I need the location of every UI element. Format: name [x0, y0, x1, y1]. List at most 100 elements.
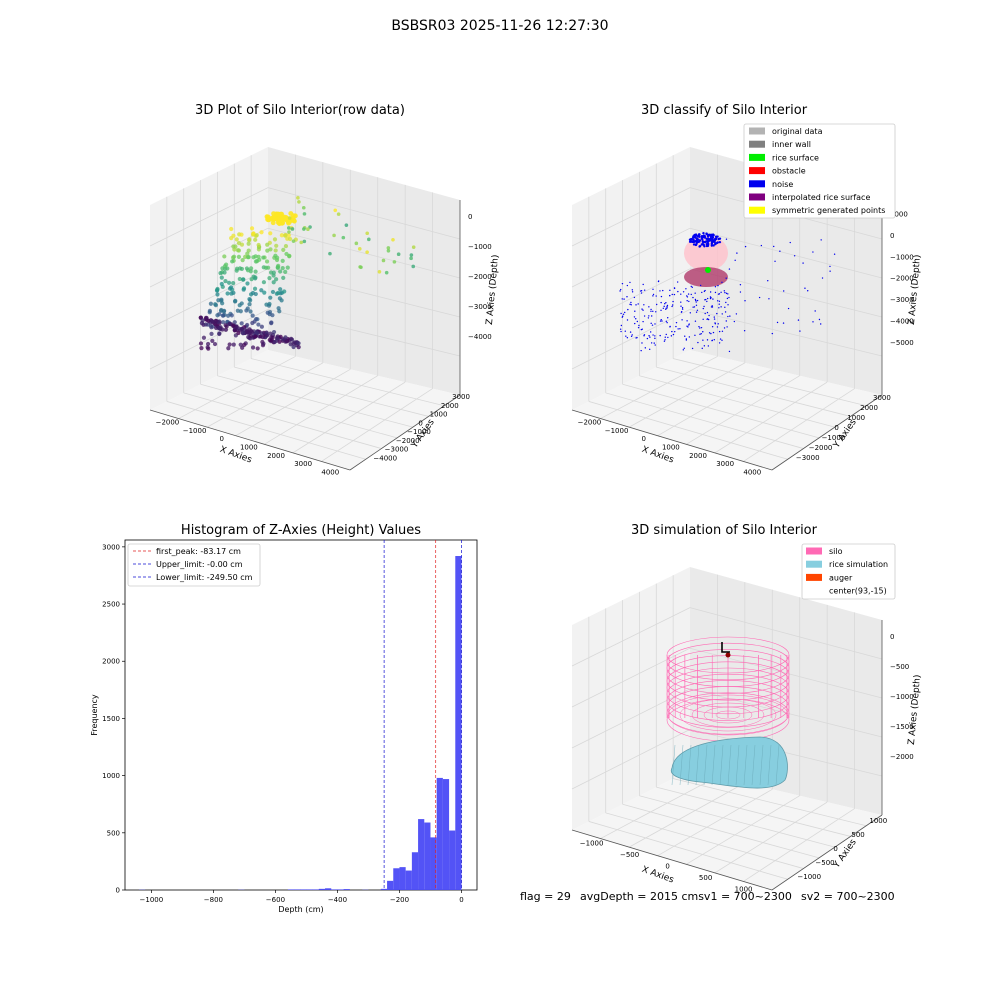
noise-point: [631, 289, 634, 291]
rice-mesh: [695, 744, 700, 786]
data-point: [354, 241, 359, 246]
panel4-legend: silo rice simulation auger center(93,-15): [801, 543, 896, 600]
data-point: [306, 227, 310, 232]
noise-point: [625, 335, 627, 337]
noise-point: [631, 334, 633, 336]
noise-point: [663, 340, 666, 342]
noise-point: [712, 244, 715, 247]
data-point: [223, 327, 229, 332]
x-tick-label: −1000: [140, 896, 164, 904]
noise-point: [721, 281, 723, 284]
noise-point: [699, 284, 702, 287]
histogram-bar: [442, 779, 450, 890]
data-point: [218, 326, 223, 332]
data-point: [235, 248, 241, 253]
data-point: [222, 254, 227, 259]
gridline: [264, 375, 378, 445]
noise-point: [709, 296, 712, 298]
data-point: [246, 255, 251, 260]
noise-point: [703, 305, 705, 308]
noise-point: [725, 301, 727, 304]
x-tick-label: −1000: [183, 427, 207, 435]
noise-point: [695, 301, 697, 303]
noise-point: [654, 323, 656, 325]
noise-point: [720, 291, 722, 293]
noise-point: [666, 305, 668, 308]
noise-point: [634, 322, 636, 325]
gridline: [689, 729, 883, 777]
panel1-points: [198, 196, 416, 351]
noise-point: [706, 300, 708, 303]
z-tick-label: −4000: [468, 333, 492, 341]
noise-point: [686, 320, 688, 322]
noise-point: [829, 265, 831, 268]
silo-floor-ring: [679, 698, 777, 732]
data-point: [236, 326, 241, 331]
noise-point: [721, 313, 723, 315]
noise-point: [626, 319, 629, 321]
noise-point: [779, 250, 781, 252]
noise-point: [675, 325, 677, 328]
noise-point: [648, 335, 650, 337]
data-point: [264, 259, 270, 264]
noise-point: [782, 322, 785, 324]
noise-point: [707, 345, 710, 347]
noise-point: [706, 311, 709, 314]
data-point: [270, 313, 275, 318]
noise-point: [620, 288, 622, 291]
noise-point: [702, 307, 705, 310]
data-point: [280, 258, 285, 263]
noise-point: [797, 319, 800, 321]
data-point: [221, 320, 226, 325]
data-point: [237, 276, 242, 282]
gridline: [588, 821, 788, 880]
noise-point: [718, 330, 721, 333]
legend-label: auger: [829, 573, 853, 582]
data-point: [267, 301, 272, 307]
data-point: [287, 216, 292, 220]
rice-surface-point: [705, 267, 711, 273]
data-point: [214, 325, 219, 331]
noise-point: [669, 326, 671, 328]
pane-left: [572, 147, 690, 410]
noise-point: [692, 243, 696, 246]
data-point: [247, 327, 252, 332]
gridline: [149, 187, 269, 247]
noise-point: [734, 259, 736, 261]
noise-point: [689, 312, 691, 314]
noise-point: [659, 320, 662, 322]
rice-mesh: [687, 744, 692, 786]
data-point: [296, 345, 301, 350]
data-point: [283, 335, 288, 340]
noise-point: [724, 291, 726, 294]
noise-point: [681, 308, 684, 310]
y-tick-label: −3000: [796, 454, 820, 462]
noise-point: [675, 321, 678, 324]
x-tick-label: 500: [699, 874, 712, 882]
noise-point: [691, 240, 694, 244]
noise-point: [804, 287, 806, 289]
data-point: [234, 268, 239, 273]
data-point: [256, 242, 261, 248]
noise-point: [669, 295, 671, 297]
y-tick-label: 2000: [441, 402, 459, 410]
noise-point: [651, 324, 654, 326]
data-point: [284, 251, 289, 257]
noise-point: [821, 277, 824, 279]
x-tick-label: 4000: [743, 468, 761, 476]
legend-label: symmetric generated points: [772, 206, 885, 215]
data-point: [270, 220, 276, 226]
noise-point: [718, 307, 720, 309]
noise-point: [714, 286, 717, 288]
legend-swatch: [806, 547, 822, 555]
data-point: [278, 269, 283, 274]
noise-point: [758, 296, 761, 299]
gridline: [321, 388, 433, 462]
noise-point: [629, 303, 631, 306]
noise-point: [717, 300, 719, 302]
data-point: [263, 265, 269, 270]
x-tick-label: 0: [665, 863, 669, 871]
gridline: [689, 227, 883, 279]
data-point: [236, 330, 241, 336]
